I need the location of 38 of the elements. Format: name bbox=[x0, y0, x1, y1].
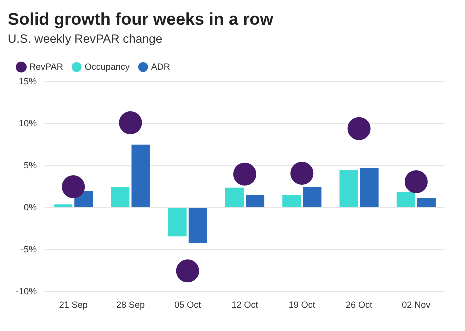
legend-label: ADR bbox=[151, 62, 171, 72]
point bbox=[404, 170, 428, 194]
y-tick-label: 0% bbox=[24, 202, 38, 213]
y-tick-label: 5% bbox=[24, 160, 38, 170]
chart-subtitle: U.S. weekly RevPAR change bbox=[8, 32, 163, 46]
x-tick-label: 21 Sep bbox=[59, 300, 88, 310]
bar bbox=[54, 204, 73, 208]
point bbox=[234, 162, 257, 186]
bar bbox=[396, 192, 416, 208]
x-tick-label: 12 Oct bbox=[232, 300, 259, 310]
point bbox=[62, 176, 86, 198]
bar bbox=[303, 187, 322, 208]
bar bbox=[168, 208, 187, 237]
point bbox=[119, 112, 142, 135]
legend-label: RevPAR bbox=[30, 62, 64, 72]
chart-title: Solid growth four weeks in a row bbox=[8, 10, 274, 29]
bar bbox=[282, 195, 302, 208]
point bbox=[290, 162, 314, 186]
bar bbox=[340, 170, 358, 208]
x-tick-label: 05 Oct bbox=[174, 300, 202, 310]
x-tick-label: 28 Sep bbox=[116, 300, 145, 310]
bar bbox=[111, 187, 130, 208]
y-tick-label: 15% bbox=[18, 76, 38, 86]
y-tick-label: -10% bbox=[16, 286, 38, 297]
x-tick-label: 26 Oct bbox=[346, 300, 374, 310]
point bbox=[348, 117, 371, 140]
y-tick-label: -5% bbox=[20, 244, 38, 255]
bar bbox=[246, 195, 265, 208]
bar bbox=[225, 188, 244, 208]
bar bbox=[417, 198, 436, 208]
bar bbox=[360, 168, 379, 208]
point bbox=[176, 260, 200, 283]
legend-label: Occupancy bbox=[84, 62, 130, 72]
x-tick-label: 02 Nov bbox=[402, 300, 432, 310]
bar bbox=[188, 208, 208, 244]
bar bbox=[132, 144, 150, 208]
y-tick-label: 10% bbox=[18, 118, 38, 128]
x-tick-label: 19 Oct bbox=[288, 300, 316, 310]
